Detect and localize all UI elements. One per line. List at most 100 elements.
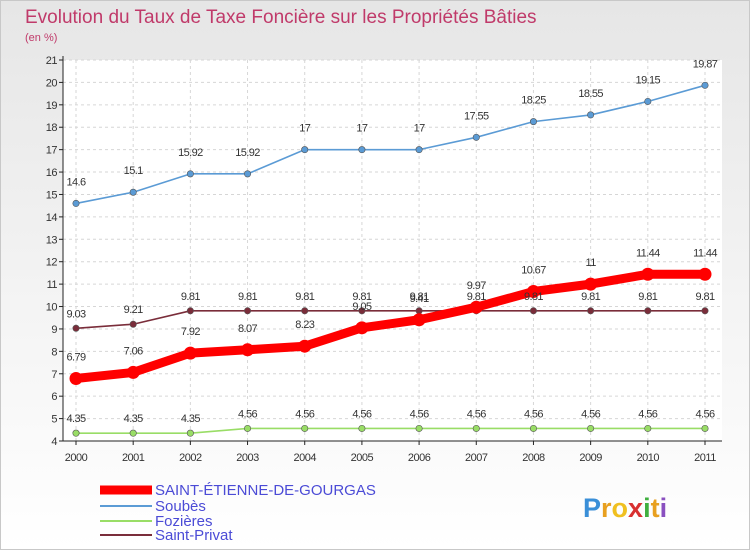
proxiti-logo: Proxiti [583, 493, 667, 523]
data-label-2: 4.35 [181, 413, 200, 425]
series-point-1 [587, 111, 595, 119]
data-label-2: 4.35 [124, 413, 143, 425]
series-point-3 [244, 307, 252, 315]
series-point-1 [244, 170, 252, 178]
series-point-0 [526, 285, 540, 299]
series-lines [69, 81, 712, 437]
y-tick-label: 18 [46, 122, 58, 134]
x-tick-label: 2004 [293, 452, 316, 464]
data-label-3: 9.81 [581, 291, 600, 303]
series-point-3 [129, 320, 137, 328]
legend-label-2: Fozières [155, 513, 213, 530]
data-label-1: 18.25 [521, 95, 546, 107]
series-point-1 [472, 133, 480, 141]
x-tick-label: 2003 [236, 452, 259, 464]
series-point-2 [186, 429, 194, 437]
data-label-2: 4.56 [638, 408, 657, 420]
series-point-1 [701, 81, 709, 89]
series-point-0 [241, 343, 255, 357]
series-point-0 [126, 365, 140, 379]
x-tick-label: 2010 [637, 452, 660, 464]
y-tick-label: 9 [51, 324, 57, 336]
x-tick-label: 2011 [694, 452, 716, 464]
series-point-2 [644, 424, 652, 432]
series-point-2 [587, 424, 595, 432]
series-point-3 [72, 324, 80, 332]
data-label-0: 11.44 [636, 247, 660, 259]
series-point-3 [701, 307, 709, 315]
x-tick-label: 2009 [579, 452, 602, 464]
data-label-1: 17 [414, 123, 426, 135]
series-point-0 [641, 267, 655, 281]
logo-text: Proxiti [583, 493, 667, 523]
data-label-0: 11.44 [693, 247, 717, 259]
series-point-1 [529, 118, 537, 126]
y-tick-label: 4 [51, 436, 57, 448]
y-tick-label: 8 [51, 346, 57, 358]
series-point-0 [183, 346, 197, 360]
series-point-2 [301, 424, 309, 432]
series-point-3 [644, 307, 652, 315]
series-point-3 [415, 307, 423, 315]
data-label-3: 9.81 [638, 291, 657, 303]
series-point-1 [72, 199, 80, 207]
series-point-0 [298, 339, 312, 353]
data-label-0: 7.06 [124, 345, 143, 357]
data-label-1: 15.1 [124, 165, 143, 177]
series-point-3 [358, 307, 366, 315]
data-label-0: 8.23 [295, 319, 314, 331]
y-tick-label: 10 [46, 302, 58, 314]
series-point-1 [415, 146, 423, 154]
series-point-0 [584, 277, 598, 291]
series-point-1 [301, 146, 309, 154]
series-point-1 [358, 146, 366, 154]
data-label-0: 7.92 [181, 326, 200, 338]
series-point-0 [69, 371, 83, 385]
data-label-3: 9.81 [467, 291, 486, 303]
series-point-3 [186, 307, 194, 315]
data-label-1: 19.87 [693, 58, 718, 70]
legend-label-1: Soubès [155, 498, 206, 515]
y-tick-label: 6 [51, 391, 57, 403]
series-point-3 [301, 307, 309, 315]
data-label-2: 4.35 [66, 413, 85, 425]
data-label-3: 9.81 [295, 291, 314, 303]
data-label-1: 18.55 [578, 88, 603, 100]
data-label-2: 4.56 [352, 408, 371, 420]
series-point-0 [698, 267, 712, 281]
data-label-2: 4.56 [238, 408, 257, 420]
series-line-3 [75, 309, 706, 330]
series-point-1 [644, 97, 652, 105]
x-tick-label: 2005 [351, 452, 374, 464]
x-tick-label: 2007 [465, 452, 488, 464]
axes: 4 5 6 7 8 9 10 11 12 13 14 15 16 17 18 19 20 21 2000 2001 20… [46, 55, 722, 464]
data-label-3: 9.81 [238, 291, 257, 303]
series-point-2 [472, 424, 480, 432]
series-point-2 [72, 429, 80, 437]
data-label-0: 9.41 [410, 293, 429, 305]
series-point-0 [412, 313, 426, 327]
data-label-0: 9.05 [352, 301, 371, 313]
data-label-1: 17 [356, 123, 368, 135]
y-tick-label: 13 [46, 234, 58, 246]
data-label-1: 15.92 [235, 147, 260, 159]
y-tick-label: 11 [47, 279, 58, 291]
data-label-1: 17 [299, 123, 311, 135]
legend-label-3: Saint-Privat [155, 527, 233, 544]
series-point-0 [469, 300, 483, 314]
data-label-1: 19.15 [636, 74, 661, 86]
logo-letter: t [651, 493, 660, 523]
y-tick-label: 15 [46, 189, 58, 201]
x-tick-label: 2006 [408, 452, 431, 464]
series-line-2 [75, 427, 706, 434]
data-label-1: 14.6 [66, 176, 85, 188]
x-tick-label: 2002 [179, 452, 202, 464]
data-label-2: 4.56 [695, 408, 714, 420]
y-tick-label: 7 [51, 369, 57, 381]
data-label-0: 6.79 [66, 351, 85, 363]
data-label-3: 9.81 [181, 291, 200, 303]
data-labels: 14.6 15.1 15.92 15.92 17 17 17 17.55 18.25 18.55 1… [66, 58, 718, 425]
plot-background [63, 60, 722, 441]
y-tick-label: 17 [46, 145, 58, 157]
